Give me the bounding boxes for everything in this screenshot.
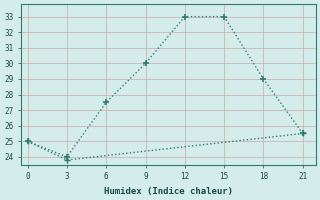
- X-axis label: Humidex (Indice chaleur): Humidex (Indice chaleur): [104, 187, 233, 196]
